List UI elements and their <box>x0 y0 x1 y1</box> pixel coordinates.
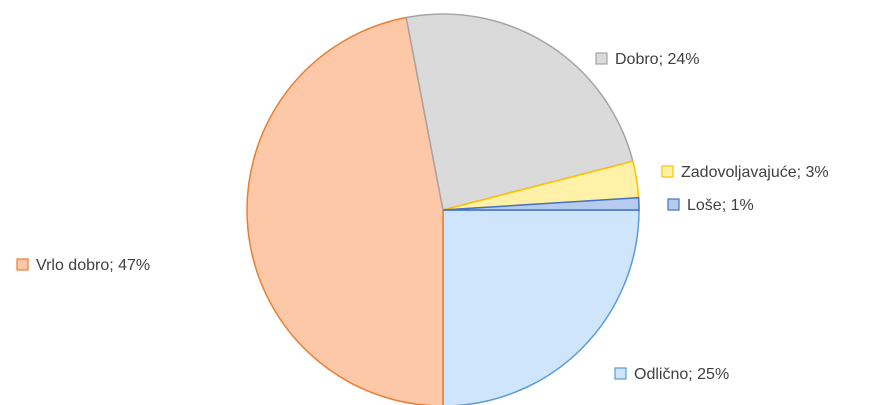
pie-slice <box>246 16 444 405</box>
label-marker <box>595 52 608 65</box>
label-marker <box>667 198 680 211</box>
label-marker <box>661 165 674 178</box>
pie-slice <box>405 13 634 211</box>
pie-slice <box>442 209 640 405</box>
data-label: Odlično; 25% <box>634 366 729 383</box>
data-label: Dobro; 24% <box>615 51 700 68</box>
data-label: Loše; 1% <box>687 197 754 214</box>
data-label: Zadovoljavajuće; 3% <box>681 164 829 181</box>
label-marker <box>614 367 627 380</box>
pie-slice <box>442 196 640 211</box>
data-label: Vrlo dobro; 47% <box>36 257 150 274</box>
label-marker <box>16 258 29 271</box>
